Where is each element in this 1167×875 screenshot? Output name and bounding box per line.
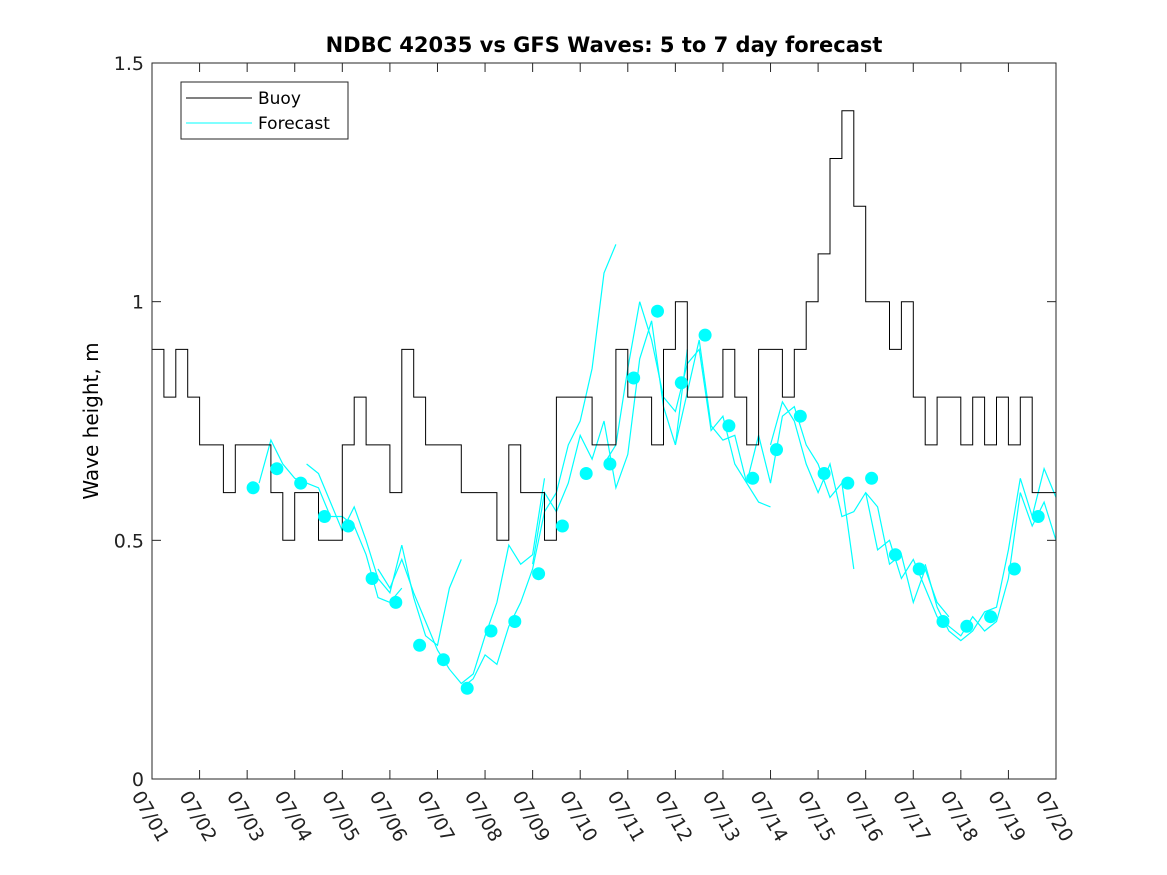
legend: Buoy Forecast (180, 81, 349, 140)
forecast-marker (1031, 510, 1045, 523)
y-axis-ticks: 0 0.5 1 1.5 (114, 53, 1056, 791)
forecast-marker (413, 638, 427, 652)
forecast-marker (960, 619, 974, 633)
forecast-marker (603, 457, 617, 471)
legend-label-forecast: Forecast (258, 114, 330, 134)
buoy-line (152, 110, 1057, 636)
forecast-run-line-3 (460, 244, 617, 689)
forecast-marker (793, 409, 807, 423)
forecast-run-line-2 (377, 478, 546, 685)
legend-label-buoy: Buoy (258, 89, 301, 109)
forecast-marker (746, 471, 760, 485)
forecast-marker (484, 624, 498, 638)
forecast-run-line-8 (865, 492, 1057, 637)
forecast-marker (841, 476, 855, 490)
forecast-marker (770, 443, 783, 457)
forecast-marker (389, 595, 403, 609)
chart-title: NDBC 42035 vs GFS Waves: 5 to 7 day fore… (326, 33, 883, 57)
forecast-marker (341, 519, 355, 533)
y-tick-label: 0.5 (114, 530, 144, 552)
forecast-marker (674, 376, 688, 390)
forecast-run-line-1 (306, 463, 462, 647)
legend-box (180, 81, 349, 140)
forecast-run-line-9 (924, 466, 1057, 642)
forecast-markers (246, 304, 1045, 695)
forecast-marker (888, 548, 902, 562)
forecast-marker (722, 419, 736, 433)
buoy-series (152, 110, 1057, 636)
forecast-marker (555, 519, 569, 533)
forecast-marker (294, 476, 308, 490)
forecast-marker (936, 615, 950, 628)
forecast-run-line-6 (674, 339, 855, 570)
forecast-marker (579, 467, 593, 480)
forecast-marker (365, 572, 379, 585)
plot-area: 07/01 07/02 07/03 07/04 07/05 07/06 07/07 07/08… (114, 53, 1078, 846)
forecast-run-line-7 (769, 400, 950, 618)
forecast-marker (817, 467, 831, 480)
forecast-marker (532, 567, 546, 581)
forecast-marker (460, 681, 474, 695)
forecast-marker (318, 510, 331, 523)
axes-border (151, 62, 1057, 780)
y-tick-label: 0 (132, 769, 144, 791)
forecast-marker (508, 615, 522, 628)
forecast-marker (698, 328, 712, 342)
forecast-marker (270, 462, 284, 476)
forecast-marker (246, 481, 260, 495)
forecast-marker (865, 471, 879, 485)
y-axis-label: Wave height, m (79, 342, 103, 499)
forecast-marker (1007, 562, 1021, 576)
y-tick-label: 1 (132, 292, 144, 314)
y-tick-label: 1.5 (114, 53, 144, 75)
forecast-marker (651, 304, 664, 318)
forecast-marker (436, 653, 450, 667)
forecast-marker (984, 610, 998, 624)
forecast-lines (258, 244, 1057, 689)
forecast-marker (912, 562, 926, 576)
forecast-marker (627, 371, 641, 385)
